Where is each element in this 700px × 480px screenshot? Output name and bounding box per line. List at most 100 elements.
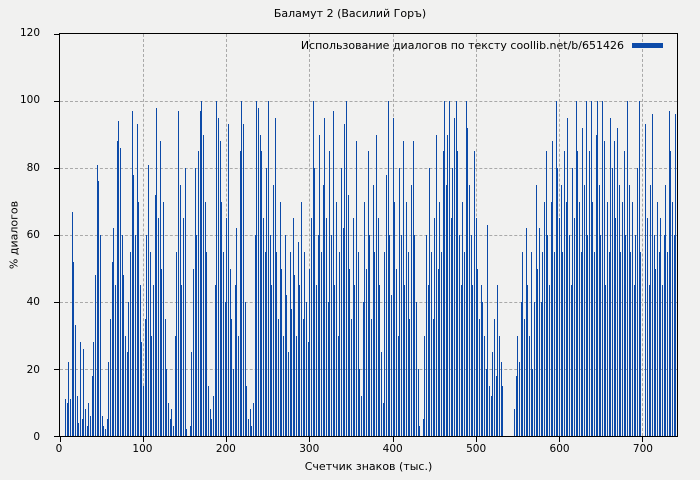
x-tick-label: 500 xyxy=(466,443,487,455)
bar xyxy=(670,151,672,436)
bar xyxy=(675,114,677,436)
bar xyxy=(553,251,555,436)
bar xyxy=(266,168,268,436)
bar xyxy=(607,201,609,436)
bar xyxy=(143,385,145,436)
bar xyxy=(533,302,535,436)
bar xyxy=(462,201,464,436)
bar xyxy=(520,302,522,436)
bar xyxy=(286,295,288,436)
bar xyxy=(622,201,624,436)
bar xyxy=(209,409,211,436)
bar xyxy=(118,121,120,436)
bar xyxy=(163,201,165,436)
bar xyxy=(489,385,491,436)
bar xyxy=(595,134,597,436)
bar xyxy=(648,285,650,436)
bar xyxy=(136,124,138,436)
bar xyxy=(196,235,198,436)
bar xyxy=(514,409,516,436)
bar xyxy=(236,228,238,436)
bar xyxy=(610,117,612,436)
bar xyxy=(500,362,502,436)
bar xyxy=(81,419,83,436)
x-tick-mark xyxy=(226,437,228,442)
bar xyxy=(201,101,203,436)
bar xyxy=(166,369,168,436)
bar xyxy=(525,228,527,436)
bar xyxy=(495,375,497,436)
bar xyxy=(540,302,542,436)
y-tick-label: 20 xyxy=(26,363,40,376)
bar xyxy=(633,285,635,436)
bar xyxy=(359,369,361,436)
bar xyxy=(668,111,670,436)
bar xyxy=(198,151,200,436)
bar xyxy=(409,318,411,436)
bar xyxy=(291,308,293,436)
bar xyxy=(214,285,216,436)
bar xyxy=(592,201,594,436)
bar xyxy=(673,235,675,436)
bar xyxy=(259,134,261,436)
bar xyxy=(357,251,359,436)
bar xyxy=(267,101,269,436)
bar xyxy=(578,201,580,436)
bar xyxy=(171,409,173,436)
bar xyxy=(437,268,439,436)
bar xyxy=(407,251,409,436)
bar xyxy=(96,164,98,436)
bar xyxy=(547,235,549,436)
bar xyxy=(331,235,333,436)
bar xyxy=(71,211,73,436)
bar xyxy=(637,168,639,436)
bar xyxy=(257,107,259,436)
bar xyxy=(445,184,447,436)
bar xyxy=(583,184,585,436)
bar xyxy=(237,335,239,436)
bar xyxy=(623,151,625,436)
x-tick-label: 0 xyxy=(55,443,63,455)
bar xyxy=(479,318,481,436)
bar xyxy=(186,429,188,436)
bar xyxy=(101,415,103,436)
bar xyxy=(244,302,246,436)
bar xyxy=(630,251,632,436)
bar xyxy=(598,184,600,436)
bar xyxy=(306,302,308,436)
bar xyxy=(424,335,426,436)
bar xyxy=(425,235,427,436)
bar xyxy=(558,218,560,436)
bar xyxy=(469,184,471,436)
bar xyxy=(229,268,231,436)
bar xyxy=(444,101,446,436)
bar xyxy=(314,168,316,436)
bar xyxy=(538,228,540,436)
bar xyxy=(422,419,424,436)
bar xyxy=(119,147,121,436)
bar xyxy=(324,117,326,436)
bar xyxy=(106,419,108,436)
bar xyxy=(352,218,354,436)
bar xyxy=(389,235,391,436)
bar xyxy=(194,168,196,436)
bar xyxy=(176,251,178,436)
bar xyxy=(492,352,494,436)
bar xyxy=(658,251,660,436)
bar xyxy=(370,318,372,436)
bar xyxy=(262,218,264,436)
bar xyxy=(183,218,185,436)
bar xyxy=(211,419,213,436)
bar xyxy=(134,235,136,436)
y-tick-mark xyxy=(54,34,59,35)
bar xyxy=(73,261,75,436)
bar xyxy=(204,201,206,436)
bar xyxy=(114,285,116,436)
bar xyxy=(497,285,499,436)
bar xyxy=(410,184,412,436)
bar xyxy=(64,399,66,436)
bar xyxy=(304,251,306,436)
bar xyxy=(543,201,545,436)
bar xyxy=(113,228,115,436)
bar xyxy=(178,111,180,436)
